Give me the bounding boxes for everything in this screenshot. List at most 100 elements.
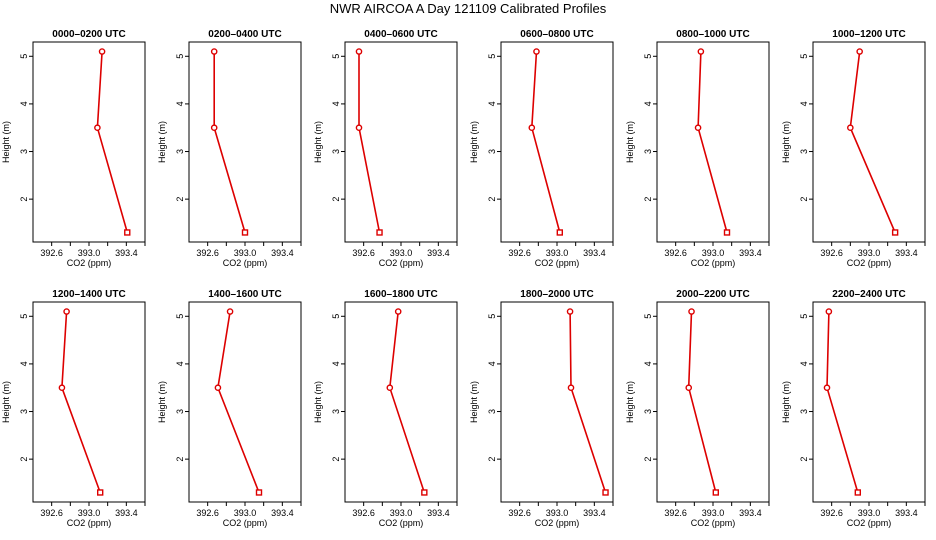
x-tick-label: 392.6 xyxy=(352,508,375,518)
panel-title: 1000–1200 UTC xyxy=(832,29,905,40)
y-tick-label: 2 xyxy=(331,197,341,202)
panel-10: 1800–2000 UTC 392.6 393.0 393.4 2 3 4 5 CO2 (ppm… xyxy=(469,289,614,528)
data-point xyxy=(528,124,536,132)
y-tick-label: 4 xyxy=(19,101,29,106)
data-point xyxy=(98,48,106,55)
data-point xyxy=(355,124,363,132)
panel-title: 0200–0400 UTC xyxy=(208,29,281,40)
profile-line xyxy=(388,311,426,493)
y-tick-label: 4 xyxy=(799,361,809,366)
x-tick-label: 393.4 xyxy=(895,248,918,258)
data-point xyxy=(210,124,218,132)
plot-frame xyxy=(32,301,146,503)
data-point xyxy=(376,229,383,236)
x-tick-label: 393.0 xyxy=(78,508,101,518)
y-tick-label: 2 xyxy=(19,197,29,202)
y-tick-label: 3 xyxy=(19,409,29,414)
data-point xyxy=(854,489,861,496)
x-tick-label: 392.6 xyxy=(508,508,531,518)
y-tick-label: 5 xyxy=(799,314,809,319)
profile-line xyxy=(96,51,129,233)
y-tick-label: 4 xyxy=(19,361,29,366)
panel-3: 0400–0600 UTC 392.6 393.0 393.4 2 3 4 5 CO2 (ppm… xyxy=(313,29,458,268)
y-tick-label: 5 xyxy=(19,314,29,319)
data-point xyxy=(712,489,719,496)
x-tick-label: 393.4 xyxy=(271,248,294,258)
x-tick-label: 393.4 xyxy=(271,508,294,518)
plot-frame xyxy=(812,41,926,243)
x-tick-label: 392.6 xyxy=(40,508,63,518)
data-point xyxy=(847,124,854,132)
profile-line xyxy=(569,311,607,493)
x-tick-label: 393.0 xyxy=(546,508,569,518)
profile-line xyxy=(849,51,896,233)
y-tick-label: 3 xyxy=(643,149,653,154)
y-tick-label: 2 xyxy=(19,457,29,462)
data-point xyxy=(694,124,702,132)
panel-title: 0000–0200 UTC xyxy=(52,29,125,40)
data-point xyxy=(58,384,66,392)
plot-frame xyxy=(344,301,458,503)
x-tick-label: 392.6 xyxy=(820,248,843,258)
panel-title: 1200–1400 UTC xyxy=(52,289,125,300)
x-tick-label: 393.0 xyxy=(390,248,413,258)
data-point xyxy=(567,384,575,392)
panel-5: 0800–1000 UTC 392.6 393.0 393.4 2 3 4 5 CO2 (ppm… xyxy=(625,29,770,268)
main-title: NWR AIRCOA A Day 121109 Calibrated Profi… xyxy=(329,1,607,16)
x-tick-label: 393.4 xyxy=(427,508,450,518)
y-axis-label: Height (m) xyxy=(469,121,479,163)
plot-frame xyxy=(812,301,926,503)
y-tick-label: 4 xyxy=(175,361,185,366)
profile-line xyxy=(61,311,101,493)
data-point xyxy=(63,308,70,315)
x-tick-label: 393.4 xyxy=(583,508,606,518)
x-axis-label: CO2 (ppm) xyxy=(67,518,112,528)
x-tick-label: 392.6 xyxy=(508,248,531,258)
data-point xyxy=(241,229,249,236)
y-tick-label: 2 xyxy=(643,457,653,462)
panel-title: 0600–0800 UTC xyxy=(520,29,593,40)
y-tick-label: 5 xyxy=(19,54,29,59)
x-tick-label: 393.0 xyxy=(702,248,725,258)
y-tick-label: 4 xyxy=(643,101,653,106)
y-axis-label: Height (m) xyxy=(781,381,791,423)
x-tick-label: 392.6 xyxy=(40,248,63,258)
x-axis-label: CO2 (ppm) xyxy=(691,258,736,268)
plot-frame xyxy=(500,301,614,503)
y-tick-label: 5 xyxy=(487,54,497,59)
panel-11: 2000–2200 UTC 392.6 393.0 393.4 2 3 4 5 CO2 (ppm… xyxy=(625,289,770,528)
y-tick-label: 3 xyxy=(175,149,185,154)
panel-12: 2200–2400 UTC 392.6 393.0 393.4 2 3 4 5 CO2 (ppm… xyxy=(781,289,926,528)
x-axis-label: CO2 (ppm) xyxy=(379,258,424,268)
y-tick-label: 4 xyxy=(799,101,809,106)
data-point xyxy=(533,48,540,55)
x-axis-label: CO2 (ppm) xyxy=(535,518,580,528)
data-point xyxy=(421,489,428,496)
data-point xyxy=(556,229,563,236)
y-axis-label: Height (m) xyxy=(157,121,167,163)
y-axis-label: Height (m) xyxy=(313,381,323,423)
data-point xyxy=(697,48,705,55)
x-tick-label: 392.6 xyxy=(664,248,687,258)
panel-title: 2000–2200 UTC xyxy=(676,289,749,300)
panel-1: 0000–0200 UTC 392.6 393.0 393.4 2 3 4 5 CO2 (ppm… xyxy=(1,29,146,268)
data-point xyxy=(723,229,731,236)
x-axis-label: CO2 (ppm) xyxy=(223,258,268,268)
panel-title: 1800–2000 UTC xyxy=(520,289,593,300)
profile-line xyxy=(697,51,728,233)
x-tick-label: 393.0 xyxy=(390,508,413,518)
y-tick-label: 2 xyxy=(799,457,809,462)
panel-9: 1600–1800 UTC 392.6 393.0 393.4 2 3 4 5 CO2 (ppm… xyxy=(313,289,458,528)
x-axis-label: CO2 (ppm) xyxy=(691,518,736,528)
x-tick-label: 392.6 xyxy=(352,248,375,258)
x-tick-label: 393.4 xyxy=(895,508,918,518)
panel-title: 1400–1600 UTC xyxy=(208,289,281,300)
x-tick-label: 392.6 xyxy=(664,508,687,518)
y-tick-label: 2 xyxy=(175,197,185,202)
profile-line xyxy=(530,51,561,233)
panel-6: 1000–1200 UTC 392.6 393.0 393.4 2 3 4 5 CO2 (ppm… xyxy=(781,29,926,268)
y-tick-label: 5 xyxy=(175,54,185,59)
x-tick-label: 393.4 xyxy=(739,508,762,518)
